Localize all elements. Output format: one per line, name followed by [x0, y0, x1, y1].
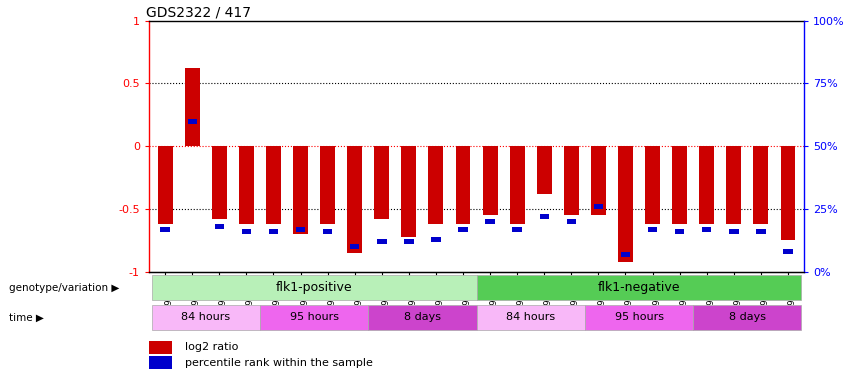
Bar [540, 214, 549, 219]
Bar [260, 305, 368, 330]
Text: GDS2322 / 417: GDS2322 / 417 [146, 6, 251, 20]
Bar [402, 146, 416, 237]
Bar [266, 146, 281, 224]
Bar [512, 226, 522, 232]
Bar [455, 146, 471, 224]
Bar [459, 226, 468, 232]
Bar [591, 146, 606, 215]
Bar [753, 146, 768, 224]
Bar [293, 146, 308, 234]
Bar [239, 146, 254, 224]
Bar [620, 252, 631, 257]
Bar [594, 204, 603, 209]
Text: percentile rank within the sample: percentile rank within the sample [185, 358, 373, 368]
Bar [368, 305, 477, 330]
Bar [320, 146, 335, 224]
Bar [185, 68, 200, 146]
Bar [161, 226, 170, 232]
Bar [149, 341, 172, 354]
Bar [269, 229, 278, 234]
Bar [567, 219, 576, 224]
Bar [350, 244, 359, 249]
Text: 95 hours: 95 hours [289, 312, 339, 322]
Bar [780, 146, 796, 240]
Text: 95 hours: 95 hours [614, 312, 664, 322]
Bar [477, 275, 802, 300]
Text: 8 days: 8 days [404, 312, 441, 322]
Bar [296, 226, 306, 232]
Text: 84 hours: 84 hours [181, 312, 231, 322]
Bar [694, 305, 802, 330]
Bar [149, 356, 172, 369]
Bar [429, 146, 443, 224]
Bar [214, 224, 224, 229]
Bar [483, 146, 498, 215]
Text: genotype/variation ▶: genotype/variation ▶ [9, 283, 119, 293]
Bar [187, 118, 197, 124]
Bar [404, 239, 414, 244]
Bar [431, 237, 441, 242]
Text: time ▶: time ▶ [9, 313, 43, 323]
Bar [477, 305, 585, 330]
Text: 8 days: 8 days [728, 312, 766, 322]
Text: 84 hours: 84 hours [506, 312, 555, 322]
Bar [702, 226, 711, 232]
Bar [157, 146, 173, 224]
Bar [585, 305, 694, 330]
Bar [374, 146, 389, 219]
Bar [729, 229, 739, 234]
Bar [485, 219, 494, 224]
Bar [783, 249, 792, 254]
Text: flk1-positive: flk1-positive [276, 281, 352, 294]
Bar [151, 305, 260, 330]
Bar [700, 146, 714, 224]
Bar [648, 226, 657, 232]
Text: flk1-negative: flk1-negative [597, 281, 680, 294]
Bar [323, 229, 333, 234]
Bar [618, 146, 633, 262]
Bar [645, 146, 660, 224]
Bar [537, 146, 551, 194]
Bar [151, 275, 477, 300]
Bar [347, 146, 363, 253]
Bar [377, 239, 386, 244]
Bar [510, 146, 524, 224]
Bar [212, 146, 226, 219]
Text: log2 ratio: log2 ratio [185, 342, 238, 352]
Bar [675, 229, 684, 234]
Bar [727, 146, 741, 224]
Bar [242, 229, 251, 234]
Bar [757, 229, 766, 234]
Bar [564, 146, 579, 215]
Bar [672, 146, 687, 224]
